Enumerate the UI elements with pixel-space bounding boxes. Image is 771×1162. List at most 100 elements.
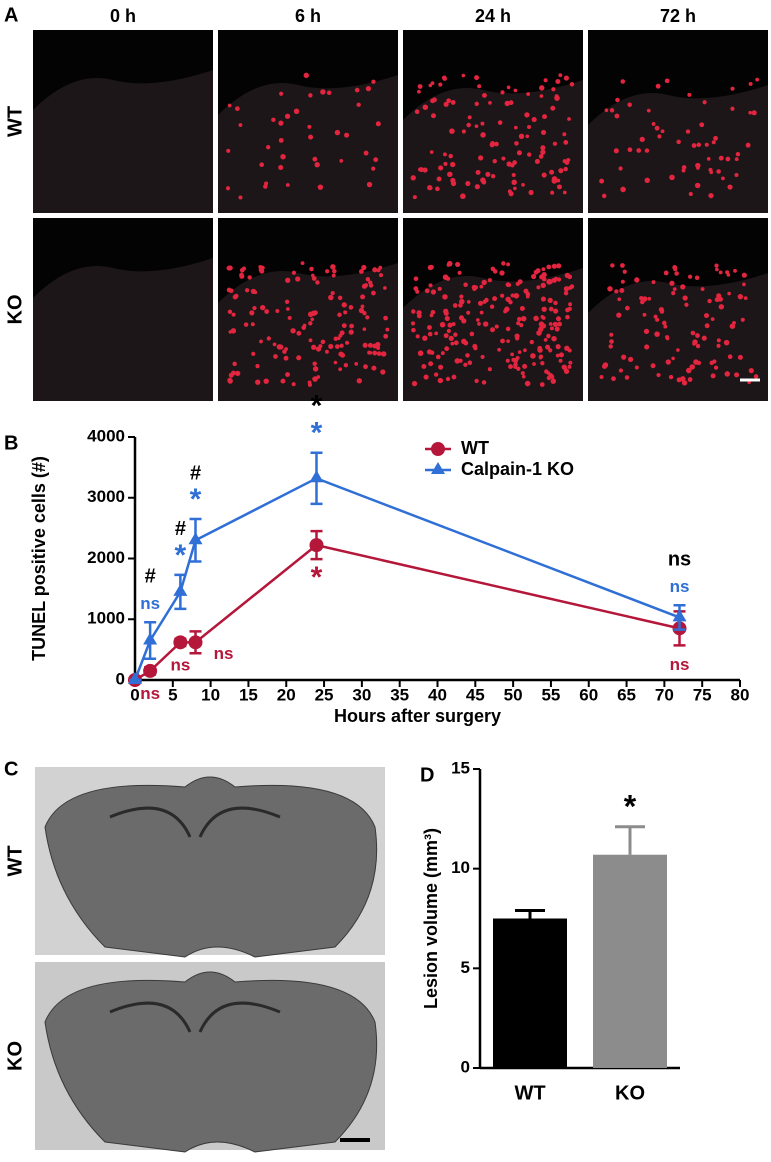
cell-dot	[451, 322, 456, 327]
cell-dot	[699, 122, 705, 128]
cell-dot	[549, 326, 554, 331]
cell-dot	[690, 330, 696, 336]
cell-dot	[492, 269, 498, 274]
cell-dot	[422, 104, 429, 110]
cell-dot	[497, 347, 501, 352]
x-tick-label: 35	[390, 685, 409, 704]
cell-dot	[499, 270, 505, 276]
cell-dot	[733, 268, 737, 273]
dark-region	[33, 218, 213, 298]
cell-dot	[755, 77, 760, 82]
cell-dot	[311, 310, 317, 316]
cell-dot	[510, 293, 515, 298]
significance-label: *	[175, 539, 187, 572]
cell-dot	[430, 113, 437, 119]
cell-dot	[610, 263, 615, 268]
cell-dot	[707, 298, 712, 304]
x-tick-label: 10	[201, 685, 220, 704]
cell-dot	[673, 267, 678, 272]
cell-dot	[665, 335, 670, 340]
cell-dot	[368, 283, 374, 288]
cell-dot	[536, 330, 542, 336]
cell-dot	[539, 94, 544, 98]
cell-dot	[259, 162, 265, 168]
cell-dot	[492, 296, 498, 302]
cell-dot	[540, 149, 546, 155]
cell-dot	[303, 72, 309, 79]
cell-dot	[546, 371, 551, 375]
dark-region	[218, 30, 398, 115]
cell-dot	[725, 156, 731, 162]
cell-dot	[417, 350, 424, 357]
cell-dot	[372, 267, 378, 273]
cell-dot	[453, 332, 458, 337]
cell-dot	[361, 283, 367, 289]
cell-dot	[480, 132, 486, 138]
y-tick-label: 3000	[87, 487, 125, 506]
cell-dot	[688, 274, 693, 279]
series-line	[133, 476, 680, 681]
cell-dot	[700, 287, 705, 292]
cell-dot	[411, 327, 416, 333]
cell-dot	[417, 167, 423, 172]
cell-dot	[508, 100, 514, 106]
cell-dot	[368, 350, 373, 355]
cell-dot	[320, 89, 326, 95]
cell-dot	[443, 333, 449, 339]
cell-dot	[735, 152, 741, 157]
cell-dot	[651, 122, 656, 126]
cell-dot	[660, 129, 665, 134]
cell-dot	[474, 101, 479, 107]
cell-dot	[282, 349, 287, 354]
cell-dot	[669, 174, 675, 181]
cell-dot	[428, 361, 434, 367]
cell-dot	[517, 350, 522, 354]
cell-dot	[554, 94, 559, 99]
cell-dot	[556, 178, 561, 183]
cell-dot	[375, 121, 381, 127]
cell-dot	[482, 299, 487, 304]
cell-dot	[694, 275, 700, 281]
cell-dot	[362, 342, 368, 348]
cell-dot	[280, 153, 286, 160]
cell-dot	[524, 380, 531, 387]
marker	[143, 632, 158, 645]
cell-dot	[615, 97, 620, 103]
error-bar	[515, 909, 545, 919]
cell-dot	[553, 300, 558, 306]
cell-dot	[713, 135, 718, 141]
comparison-label: *	[311, 390, 323, 423]
cell-dot	[514, 125, 518, 130]
cell-dot	[482, 92, 487, 98]
cell-dot	[255, 379, 261, 385]
cell-dot	[290, 328, 296, 334]
cell-dot	[477, 84, 482, 89]
marker	[143, 663, 158, 678]
micrograph	[33, 218, 213, 401]
cell-dot	[471, 284, 477, 290]
cell-dot	[663, 270, 669, 276]
cell-dot	[704, 142, 709, 147]
cell-dot	[449, 128, 455, 134]
cell-dot	[687, 92, 692, 97]
cell-dot	[556, 263, 562, 269]
cell-dot	[693, 359, 699, 365]
cell-dot	[334, 129, 341, 136]
cell-dot	[285, 277, 291, 283]
cell-dot	[528, 189, 534, 196]
cell-dot	[466, 122, 471, 128]
cell-dot	[703, 313, 710, 319]
cell-dot	[360, 294, 366, 300]
cell-dot	[691, 143, 697, 148]
cell-dot	[482, 321, 489, 327]
comparison-label: #	[175, 518, 186, 540]
cell-dot	[714, 263, 719, 268]
cell-dot	[556, 184, 562, 190]
cell-dot	[250, 322, 255, 327]
cell-dot	[681, 380, 688, 386]
cell-dot	[434, 331, 439, 336]
cell-dot	[545, 344, 551, 350]
cell-dot	[617, 297, 622, 302]
cell-dot	[371, 290, 376, 296]
cell-dot	[472, 343, 478, 349]
